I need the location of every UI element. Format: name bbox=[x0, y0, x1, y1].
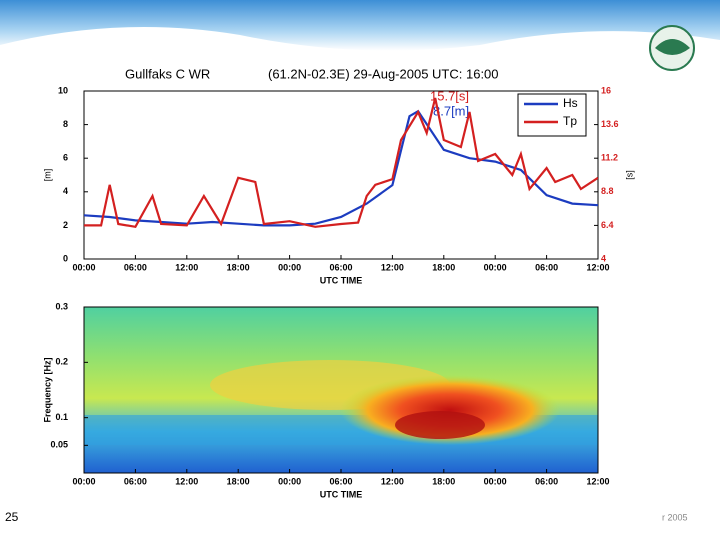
y-tick-label: 2 bbox=[63, 220, 68, 230]
x-axis-label: UTC TIME bbox=[320, 489, 363, 499]
x-tick-label: 12:00 bbox=[586, 262, 609, 272]
x-tick-label: 00:00 bbox=[484, 262, 507, 272]
x-tick-label: 18:00 bbox=[432, 262, 455, 272]
x-tick-label: 06:00 bbox=[124, 262, 147, 272]
y2-tick-label: 16 bbox=[601, 85, 611, 95]
y-tick-label: 8 bbox=[63, 119, 68, 129]
x-tick-label: 12:00 bbox=[175, 262, 198, 272]
y-tick-label: 0.2 bbox=[55, 357, 68, 367]
y2-tick-label: 4 bbox=[601, 253, 606, 263]
x-tick-label: 00:00 bbox=[278, 262, 301, 272]
x-tick-label: 06:00 bbox=[124, 476, 147, 486]
y2-tick-label: 11.2 bbox=[601, 153, 618, 163]
y-tick-label: 10 bbox=[58, 85, 68, 95]
x-tick-label: 06:00 bbox=[535, 262, 558, 272]
annotation: 15.7[s] bbox=[430, 88, 469, 103]
x-tick-label: 18:00 bbox=[227, 476, 250, 486]
x-axis-label: UTC TIME bbox=[320, 275, 363, 285]
plot-lines bbox=[84, 97, 598, 229]
y-tick-label: 0.05 bbox=[50, 440, 68, 450]
y-axis-label: [m] bbox=[42, 169, 52, 182]
banner bbox=[0, 0, 720, 51]
legend-box bbox=[517, 93, 587, 137]
x-tick-label: 12:00 bbox=[381, 262, 404, 272]
x-tick-label: 00:00 bbox=[72, 262, 95, 272]
x-tick-label: 12:00 bbox=[381, 476, 404, 486]
x-tick-label: 06:00 bbox=[329, 476, 352, 486]
x-tick-label: 18:00 bbox=[227, 262, 250, 272]
series-line bbox=[84, 109, 598, 227]
annotation: 8.7[m] bbox=[433, 103, 469, 118]
footer: r 2005 bbox=[662, 512, 688, 522]
spectrum-core bbox=[395, 411, 485, 439]
y2-tick-label: 8.8 bbox=[601, 186, 614, 196]
y2-tick-label: 6.4 bbox=[601, 220, 614, 230]
x-tick-label: 00:00 bbox=[72, 476, 95, 486]
spectrum-peak bbox=[340, 375, 560, 445]
y-tick-label: 4 bbox=[63, 186, 68, 196]
chart-subtitle: (61.2N-02.3E) 29-Aug-2005 UTC: 16:00 bbox=[268, 66, 499, 81]
x-tick-label: 12:00 bbox=[586, 476, 609, 486]
legend-label: Tp bbox=[563, 114, 577, 128]
chart-title: Gullfaks C WR bbox=[125, 66, 210, 81]
y-tick-label: 0.3 bbox=[55, 301, 68, 311]
y2-tick-label: 13.6 bbox=[601, 119, 619, 129]
x-tick-label: 18:00 bbox=[432, 476, 455, 486]
y2-axis-label: [s] bbox=[624, 170, 634, 180]
logo-mark bbox=[655, 39, 690, 55]
series-line bbox=[84, 97, 598, 229]
spectrogram bbox=[84, 307, 598, 473]
x-tick-label: 12:00 bbox=[175, 476, 198, 486]
x-tick-label: 00:00 bbox=[278, 476, 301, 486]
y-tick-label: 0 bbox=[63, 253, 68, 263]
x-tick-label: 00:00 bbox=[484, 476, 507, 486]
y-tick-label: 6 bbox=[63, 153, 68, 163]
x-tick-label: 06:00 bbox=[535, 476, 558, 486]
x-tick-label: 06:00 bbox=[329, 262, 352, 272]
page-number: 25 bbox=[5, 510, 19, 524]
y-axis-label: Frequency [Hz] bbox=[42, 357, 52, 422]
legend-label: Hs bbox=[563, 96, 578, 110]
y-tick-label: 0.1 bbox=[55, 412, 68, 422]
